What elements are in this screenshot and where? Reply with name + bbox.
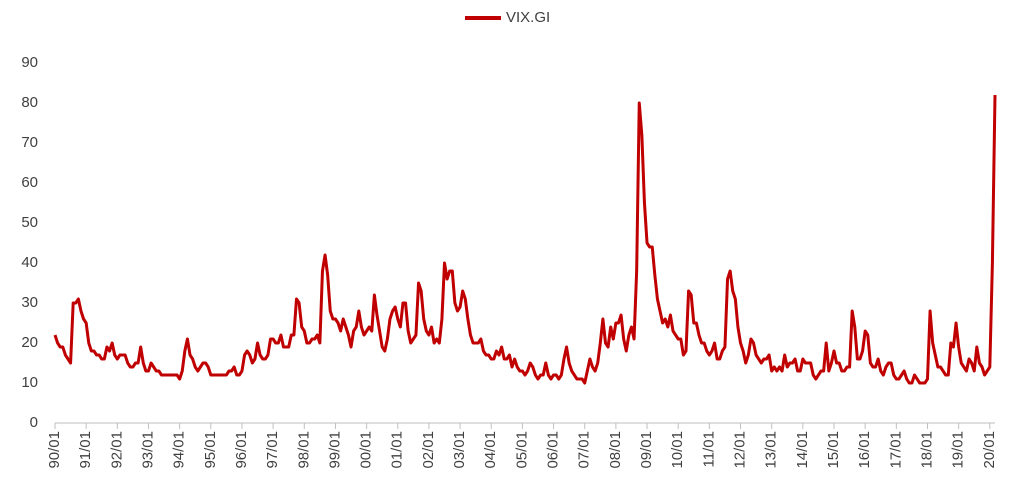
y-tick-label: 40	[21, 254, 38, 271]
y-tick-label: 90	[21, 54, 38, 71]
x-tick-label: 09/01	[638, 431, 655, 469]
x-tick-label: 90/01	[46, 431, 63, 469]
x-tick-label: 12/01	[731, 431, 748, 469]
x-tick-label: 11/01	[700, 431, 717, 467]
y-tick-label: 10	[21, 374, 38, 391]
x-tick-label: 05/01	[513, 431, 530, 469]
y-tick-label: 60	[21, 174, 38, 191]
x-tick-label: 99/01	[326, 431, 343, 469]
x-tick-label: 13/01	[763, 431, 780, 469]
x-tick-label: 17/01	[887, 431, 904, 469]
x-tick-label: 93/01	[139, 431, 156, 469]
x-tick-label: 96/01	[233, 431, 250, 469]
y-tick-label: 70	[21, 134, 38, 151]
x-tick-label: 94/01	[171, 431, 188, 469]
x-tick-label: 95/01	[202, 431, 219, 469]
x-tick-label: 01/01	[389, 431, 406, 469]
x-tick-label: 91/01	[77, 431, 94, 469]
x-tick-label: 15/01	[825, 431, 842, 469]
x-tick-label: 04/01	[482, 431, 499, 469]
x-tick-label: 18/01	[918, 431, 935, 469]
x-tick-label: 98/01	[295, 431, 312, 469]
x-tick-label: 16/01	[856, 431, 873, 469]
x-tick-label: 03/01	[451, 431, 468, 469]
x-tick-label: 20/01	[981, 431, 998, 469]
x-tick-label: 00/01	[358, 431, 375, 469]
series-line	[53, 94, 997, 385]
y-tick-label: 50	[21, 214, 38, 231]
y-tick-label: 0	[30, 414, 38, 431]
x-tick-label: 19/01	[950, 431, 967, 469]
legend-label: VIX.GI	[506, 9, 550, 26]
y-tick-label: 80	[21, 94, 38, 111]
x-tick-label: 92/01	[108, 431, 125, 469]
x-tick-label: 06/01	[545, 431, 562, 469]
x-tick-label: 10/01	[669, 431, 686, 469]
x-tick-label: 07/01	[576, 431, 593, 469]
y-tick-label: 20	[21, 334, 38, 351]
x-tick-label: 08/01	[607, 431, 624, 469]
y-tick-label: 30	[21, 294, 38, 311]
x-tick-label: 97/01	[264, 431, 281, 469]
x-tick-label: 02/01	[420, 431, 437, 469]
x-tick-label: 14/01	[794, 431, 811, 469]
